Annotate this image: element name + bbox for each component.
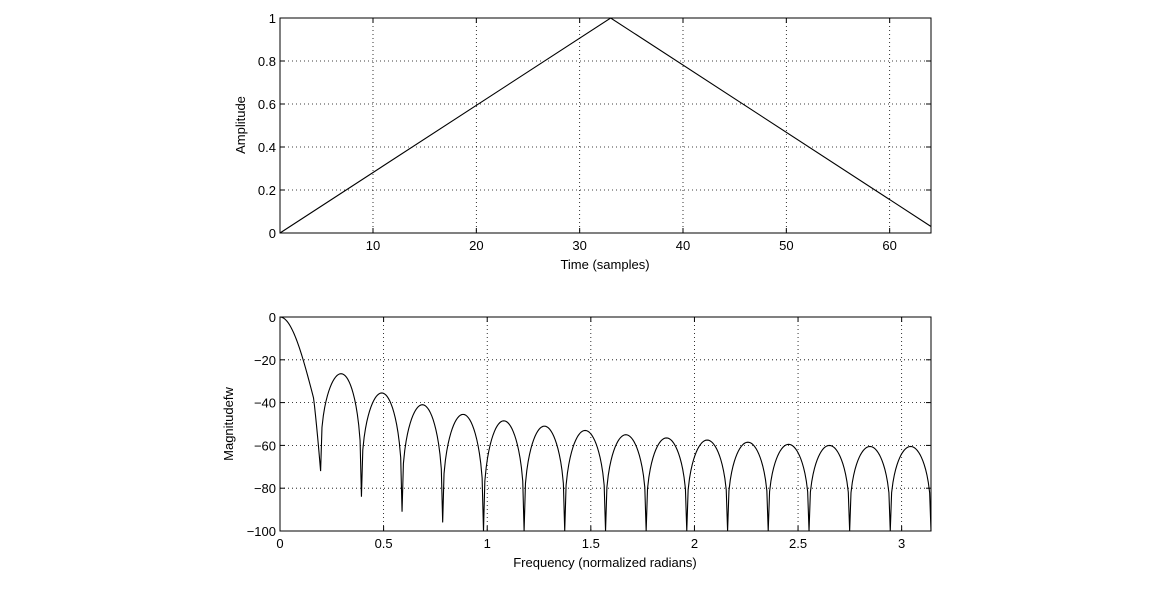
top-x-tick-labels: 10 20 30 40 50 60 xyxy=(366,238,897,253)
top-y-tick-label: 1 xyxy=(269,11,276,26)
bottom-grid xyxy=(280,317,931,531)
bottom-axes: 0 0.5 1 1.5 2 2.5 3 −100 −80 −60 −40 −20 0 Frequenc… xyxy=(221,310,932,570)
bottom-x-tick-label: 0.5 xyxy=(375,536,393,551)
bottom-x-tick-label: 1.5 xyxy=(582,536,600,551)
top-x-tick-label: 30 xyxy=(572,238,586,253)
bottom-y-tick-label: −40 xyxy=(254,396,276,411)
bottom-x-tick-label: 1 xyxy=(484,536,491,551)
top-y-tick-label: 0.8 xyxy=(258,54,276,69)
top-x-tick-label: 10 xyxy=(366,238,380,253)
bottom-x-tick-label: 2.5 xyxy=(789,536,807,551)
top-plot-frame xyxy=(279,17,932,234)
top-axes: 10 20 30 40 50 60 0 0.2 0.4 0.6 0.8 1 Time (sample… xyxy=(233,11,932,272)
bottom-y-tick-label: 0 xyxy=(269,310,276,325)
bottom-y-axis-label: Magnitudefw xyxy=(221,387,236,461)
bottom-plot-frame xyxy=(279,316,932,532)
bottom-ticks xyxy=(279,316,931,532)
top-x-tick-label: 50 xyxy=(779,238,793,253)
bottom-y-tick-labels: −100 −80 −60 −40 −20 0 xyxy=(247,310,276,539)
bottom-y-tick-label: −60 xyxy=(254,438,276,453)
top-x-tick-label: 40 xyxy=(676,238,690,253)
top-x-axis-label: Time (samples) xyxy=(560,257,649,272)
bottom-y-tick-label: −20 xyxy=(254,353,276,368)
top-ticks xyxy=(280,17,931,234)
top-series-line xyxy=(279,17,932,234)
top-y-tick-label: 0.6 xyxy=(258,97,276,112)
bottom-x-tick-label: 2 xyxy=(691,536,698,551)
top-y-tick-labels: 0 0.2 0.4 0.6 0.8 1 xyxy=(258,11,276,241)
top-grid xyxy=(280,18,931,233)
top-y-tick-label: 0.2 xyxy=(258,183,276,198)
top-x-tick-label: 60 xyxy=(882,238,896,253)
top-x-tick-label: 20 xyxy=(469,238,483,253)
bottom-x-tick-label: 3 xyxy=(898,536,905,551)
top-y-tick-label: 0 xyxy=(269,226,276,241)
bottom-series-line xyxy=(279,316,932,532)
bottom-y-tick-label: −80 xyxy=(254,481,276,496)
bottom-x-tick-label: 0 xyxy=(276,536,283,551)
bottom-x-axis-label: Frequency (normalized radians) xyxy=(513,555,697,570)
top-y-tick-label: 0.4 xyxy=(258,140,276,155)
top-y-axis-label: Amplitude xyxy=(233,96,248,154)
bottom-x-tick-labels: 0 0.5 1 1.5 2 2.5 3 xyxy=(276,536,905,551)
bottom-y-tick-label: −100 xyxy=(247,524,276,539)
